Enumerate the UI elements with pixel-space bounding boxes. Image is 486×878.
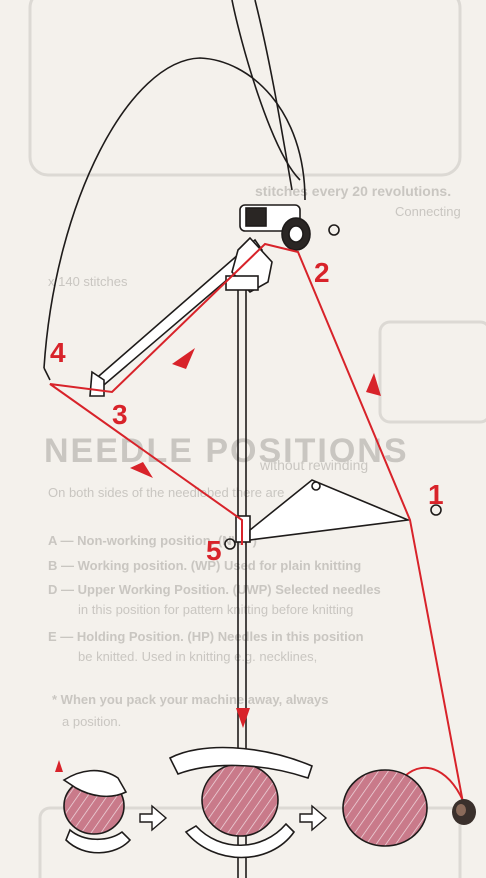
arrow-down-left xyxy=(172,348,195,369)
dial-screw xyxy=(328,224,340,236)
ghost-frame-mid xyxy=(378,320,486,424)
dial-spring xyxy=(245,207,267,227)
yarn-guide-plate xyxy=(249,479,442,541)
tension-dial xyxy=(239,204,340,251)
guide-plate xyxy=(249,479,412,541)
ghost-item-d2: in this position for pattern knitting be… xyxy=(78,602,353,617)
ghost-paragraph: On both sides of the needlebed there are xyxy=(48,485,284,500)
ghost-frame-top xyxy=(28,0,462,177)
plate-hole xyxy=(311,481,321,491)
hand-top xyxy=(62,769,128,798)
ghost-note-2: a position. xyxy=(62,714,121,729)
tension-wire-frame xyxy=(43,0,306,381)
guide-screw xyxy=(224,538,236,550)
step-number-5: 5 xyxy=(206,535,222,566)
winding-step-3 xyxy=(342,769,476,847)
arrow-down-right xyxy=(130,462,153,478)
step-numbers: 1 2 3 4 5 xyxy=(50,257,444,566)
arrow-down xyxy=(236,708,250,728)
ghost-item-a: A — Non-working position. (NWP) xyxy=(48,533,257,548)
winding-step-1 xyxy=(62,769,132,854)
winding-step-2 xyxy=(168,746,313,859)
yarn-line xyxy=(49,242,465,809)
ghost-text-line-b: Connecting xyxy=(395,204,461,219)
arrow-up-small xyxy=(55,760,63,772)
ghost-item-e2: be knitted. Used in knitting e.g. neckli… xyxy=(78,649,317,664)
plate-screw xyxy=(430,504,442,516)
step-number-3: 3 xyxy=(112,399,128,430)
hand-lower xyxy=(184,822,296,859)
top-wire-line xyxy=(231,0,301,181)
ghost-item-b: B — Working position. (WP) Used for plai… xyxy=(48,558,361,573)
outer-wire-arc xyxy=(43,57,306,369)
yarn-end xyxy=(404,766,467,809)
ghost-text-line-c: x 140 stitches xyxy=(48,274,128,289)
background-page: stitches every 20 revolutions. Connectin… xyxy=(28,0,486,878)
yarn-path xyxy=(49,242,467,809)
step-number-4: 4 xyxy=(50,337,66,368)
yarn-ball-large xyxy=(342,769,428,847)
ghost-text-line-a: stitches every 20 revolutions. xyxy=(255,183,451,199)
step-number-2: 2 xyxy=(314,257,330,288)
sequence-arrow-2 xyxy=(299,804,328,832)
top-wire-line-2 xyxy=(254,0,293,191)
tension-arm xyxy=(89,236,273,397)
ghost-heading: NEEDLE POSITIONS xyxy=(44,432,409,470)
yarn-ball-medium xyxy=(201,763,279,837)
wire-tip xyxy=(43,367,51,381)
arrow-up-right xyxy=(366,373,381,396)
dial-knob-center xyxy=(288,225,304,243)
ghost-item-d1: D — Upper Working Position. (UWP) Select… xyxy=(48,582,381,597)
ghost-subheading: without rewinding xyxy=(259,457,368,473)
hand-upper xyxy=(168,746,313,780)
ghost-note-1: * When you pack your machine away, alway… xyxy=(52,692,328,707)
winding-sequence xyxy=(62,746,476,859)
sequence-arrow-1 xyxy=(139,804,168,832)
step-number-1: 1 xyxy=(428,479,444,510)
ghost-item-e1: E — Holding Position. (HP) Needles in th… xyxy=(48,629,364,644)
yarn-end-knot-highlight xyxy=(456,804,466,816)
hand-bottom xyxy=(65,828,132,854)
